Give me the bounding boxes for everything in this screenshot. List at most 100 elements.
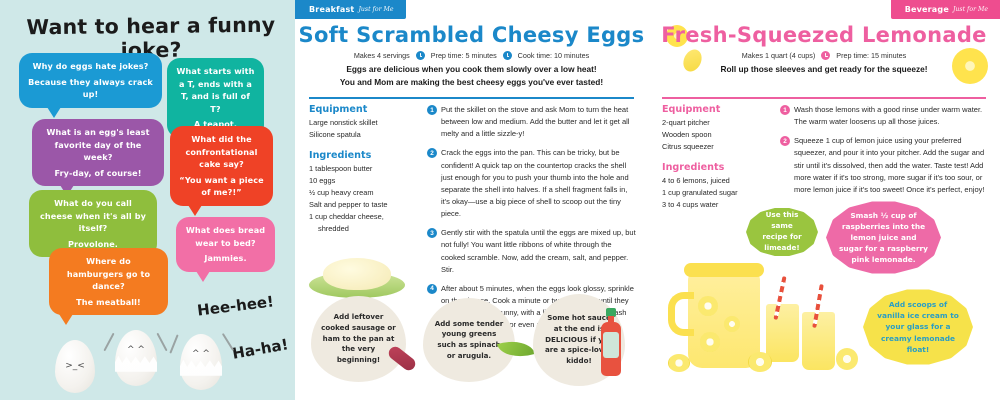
equipment-heading: Equipment xyxy=(662,104,721,115)
joke-bubble: Why do eggs hate jokes? Because they alw… xyxy=(19,53,162,118)
recipe-columns: Equipment 2-quart pitcher Wooden spoon C… xyxy=(662,104,988,211)
joke-answer: The meatball! xyxy=(76,296,141,307)
prep-time-text: Prep time: 5 minutes xyxy=(430,51,497,60)
clock-icon xyxy=(502,51,512,60)
joke-answer: Because they always crack up! xyxy=(28,76,153,100)
joke-answer: Fry-day, of course! xyxy=(54,167,142,178)
lemon-slice-icon xyxy=(668,354,690,372)
step-number: 2 xyxy=(427,148,437,159)
joke-question: Why do eggs hate jokes? xyxy=(32,61,149,71)
joke-answer: Provolone. xyxy=(68,238,118,249)
recipe-intro: Roll up those sleeves and get ready for … xyxy=(664,63,984,76)
pitcher-lid xyxy=(684,263,764,277)
egg-character-icon: ^ ^ xyxy=(103,330,168,386)
recipe-intro: Eggs are delicious when you cook them sl… xyxy=(311,63,632,89)
divider xyxy=(309,97,634,99)
lemon-slice-icon xyxy=(700,332,720,352)
recipe-step: 4 After about 5 minutes, when the eggs l… xyxy=(427,283,636,332)
egg-face-icon: ^ ^ xyxy=(127,344,145,355)
category-tag-breakfast: Breakfast Just for Me xyxy=(295,0,406,19)
ingredients-heading: Ingredients xyxy=(309,150,372,162)
lemon-slice-icon xyxy=(724,316,740,332)
list-item: 1 cup granulated sugar xyxy=(662,188,738,198)
list-item: Large nonstick skillet xyxy=(309,118,378,127)
pitcher-handle xyxy=(668,292,694,336)
equipment-list: 2-quart pitcher Wooden spoon Citrus sque… xyxy=(662,117,770,153)
joke-question: Where do hamburgers go to dance? xyxy=(66,256,151,292)
cartoon-eggs-illustration: >_< ^ ^ ^ ^ xyxy=(55,320,255,395)
eggs-tips-row: Add leftover cooked sausage or ham to th… xyxy=(301,294,642,394)
ingredients-list: 1 tablespoon butter 10 eggs ½ cup heavy … xyxy=(309,163,417,235)
recipe-meta: Makes 4 servings Prep time: 5 minutes Co… xyxy=(295,51,648,60)
list-item: ½ cup heavy cream xyxy=(309,188,374,198)
joke-question: What does bread wear to bed? xyxy=(185,225,266,248)
category-name: Beverage xyxy=(904,5,949,14)
joke-answer: A teapot. xyxy=(193,119,238,130)
glass-icon xyxy=(802,312,835,370)
joke-question: What did the confrontational cake say? xyxy=(185,134,258,170)
egg-arm-icon xyxy=(169,334,179,354)
recipe-title: Fresh-Squeezed Lemonade xyxy=(661,23,987,47)
joke-bubble: What does bread wear to bed? Jammies. xyxy=(176,217,275,282)
divider xyxy=(662,97,986,99)
egg-character-icon: >_< xyxy=(55,340,95,393)
tip-bubble: Use this same recipe for limeade! xyxy=(746,208,818,256)
recipe-meta: Makes 1 quart (4 cups) Prep time: 15 min… xyxy=(648,51,1000,60)
joke-question: What starts with a T, ends with a T, and… xyxy=(176,66,255,114)
recipe-step: 1 Put the skillet on the stove and ask M… xyxy=(427,104,636,140)
servings-text: Makes 4 servings xyxy=(353,51,410,60)
list-item: Silicone spatula xyxy=(309,130,361,140)
intro-line: Eggs are delicious when you cook them sl… xyxy=(346,64,597,74)
tip-bubble: Add some tender young greens such as spi… xyxy=(423,298,515,382)
joke-bubble: Where do hamburgers go to dance? The mea… xyxy=(49,248,168,326)
bottle-neck xyxy=(608,316,614,324)
scrambled-eggs-icon xyxy=(323,257,391,290)
egg-crack-icon xyxy=(180,359,222,376)
category-subtitle: Just for Me xyxy=(952,6,988,13)
category-name: Breakfast xyxy=(309,5,355,14)
joke-question: What do you call cheese when it's all by… xyxy=(40,198,146,234)
lemon-slice-icon xyxy=(666,25,688,47)
list-item: 3 to 4 cups water xyxy=(662,200,719,210)
lemon-slice-icon xyxy=(952,48,988,84)
egg-character-icon: ^ ^ xyxy=(169,332,235,390)
lemon-slice-icon xyxy=(698,296,718,316)
eggs-recipe-page: Breakfast Just for Me Soft Scrambled Che… xyxy=(295,0,648,400)
equipment-ingredients-column: Equipment Large nonstick skillet Silicon… xyxy=(309,104,417,338)
list-item: Wooden spoon xyxy=(662,130,712,140)
egg-arm-icon xyxy=(221,332,235,352)
lemonade-pitcher-illustration xyxy=(668,262,858,392)
list-item-text: 1 cup cheddar cheese, xyxy=(309,212,384,222)
equipment-heading: Equipment xyxy=(309,104,368,115)
intro-line: You and Mom are making the best cheesy e… xyxy=(339,76,604,87)
tip-bubble: Smash ½ cup of raspberries into the lemo… xyxy=(826,201,941,274)
list-item: 1 cup cheddar cheese, shredded xyxy=(309,211,417,235)
clock-icon xyxy=(821,51,831,60)
jokes-panel: Want to hear a funny joke? Why do eggs h… xyxy=(0,0,295,400)
joke-bubble: What starts with a T, ends with a T, and… xyxy=(167,58,264,148)
bubble-tail xyxy=(47,106,61,118)
lemon-slice-icon xyxy=(748,352,772,372)
egg-arm-icon xyxy=(156,332,168,352)
category-subtitle: Just for Me xyxy=(358,6,394,13)
lemonade-recipe-page: Beverage Just for Me Fresh-Squeezed Lemo… xyxy=(648,0,1000,400)
list-item: 4 to 6 lemons, juiced xyxy=(662,176,730,186)
clock-icon xyxy=(415,51,425,60)
recipe-step: 3 Gently stir with the spatula until the… xyxy=(427,227,636,276)
recipe-step: 1 Wash those lemons with a good rinse un… xyxy=(780,104,988,128)
equipment-ingredients-column: Equipment 2-quart pitcher Wooden spoon C… xyxy=(662,104,770,211)
tip-bubble: Add leftover cooked sausage or ham to th… xyxy=(311,296,406,382)
ingredients-list: 4 to 6 lemons, juiced 1 cup granulated s… xyxy=(662,175,770,211)
laugh-text: Hee-hee! xyxy=(196,292,275,320)
recipe-columns: Equipment Large nonstick skillet Silicon… xyxy=(309,104,636,338)
step-text: After about 5 minutes, when the eggs loo… xyxy=(441,283,634,330)
step-number: 1 xyxy=(427,105,437,115)
intro-line: Roll up those sleeves and get ready for … xyxy=(720,64,928,74)
step-text: Wash those lemons with a good rinse unde… xyxy=(794,105,983,127)
tip-bubble: Add scoops of vanilla ice cream to your … xyxy=(863,289,973,365)
step-number: 4 xyxy=(427,283,437,294)
list-item: Citrus squeezer xyxy=(662,142,714,152)
hot-sauce-bottle-icon xyxy=(601,308,621,376)
step-text: Squeeze 1 cup of lemon juice using your … xyxy=(794,136,985,194)
category-tag-beverage: Beverage Just for Me xyxy=(890,0,1000,19)
